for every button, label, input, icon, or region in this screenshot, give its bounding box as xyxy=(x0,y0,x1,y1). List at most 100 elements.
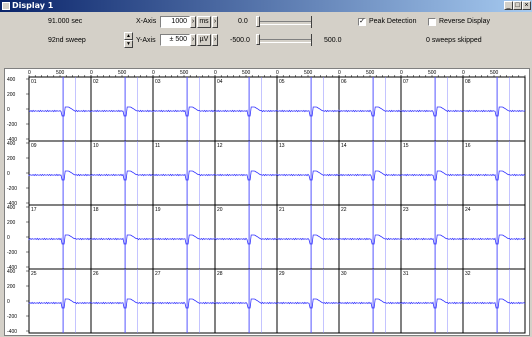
waveform-trace xyxy=(28,170,92,181)
channel-label: 31 xyxy=(403,271,409,277)
channel-cell[interactable] xyxy=(214,76,278,142)
channel-label: 30 xyxy=(341,271,347,277)
channel-cell[interactable] xyxy=(214,268,278,334)
channel-label: 27 xyxy=(155,271,161,277)
channel-cell[interactable] xyxy=(28,204,92,270)
y-axis-spinner[interactable]: ▲ ▼ xyxy=(124,32,133,48)
y-axis-unit-arrow[interactable]: › xyxy=(212,34,218,46)
y-tick-label: 0 xyxy=(7,299,10,305)
y-tick-label: -400 xyxy=(7,201,17,207)
minimize-button[interactable]: _ xyxy=(504,1,513,10)
channel-label: 19 xyxy=(155,207,161,213)
channel-label: 04 xyxy=(217,79,223,85)
x-axis-unit-button[interactable]: ms xyxy=(197,16,211,28)
y-tick-label: 200 xyxy=(7,284,16,290)
channel-cell[interactable] xyxy=(152,76,216,142)
y-tick-label: 0 xyxy=(7,171,10,177)
channel-cell[interactable] xyxy=(90,76,154,142)
channel-cell[interactable] xyxy=(276,76,340,142)
channel-cell[interactable] xyxy=(462,268,526,334)
x-axis-label: X-Axis xyxy=(136,18,157,25)
waveform-trace xyxy=(152,234,216,245)
waveform-trace xyxy=(28,298,92,309)
slider-thumb[interactable] xyxy=(256,34,260,45)
y-tick-label: 400 xyxy=(7,205,16,211)
reverse-display-label: Reverse Display xyxy=(439,18,490,25)
maximize-button[interactable]: □ xyxy=(513,1,522,10)
channel-cell[interactable] xyxy=(152,268,216,334)
y-tick-label: -200 xyxy=(7,186,17,192)
channel-label: 21 xyxy=(279,207,285,213)
channel-cell[interactable] xyxy=(462,140,526,206)
channel-cell[interactable] xyxy=(90,204,154,270)
channel-cell[interactable] xyxy=(400,76,464,142)
channel-label: 29 xyxy=(279,271,285,277)
channel-cell[interactable] xyxy=(462,204,526,270)
y-tick-label: -400 xyxy=(7,137,17,143)
y-axis-unit-button[interactable]: µV xyxy=(197,34,211,46)
x-tick-label: 500 xyxy=(304,70,313,76)
channel-label: 03 xyxy=(155,79,161,85)
waveform-trace xyxy=(276,298,340,309)
channel-cell[interactable] xyxy=(152,140,216,206)
waveform-trace xyxy=(400,298,464,309)
range-slider[interactable] xyxy=(256,34,312,46)
y-axis-dropdown-arrow[interactable]: › xyxy=(190,34,196,46)
offset-value: 0.0 xyxy=(238,18,248,25)
x-tick-label: 0 xyxy=(214,70,217,76)
channel-cell[interactable] xyxy=(214,140,278,206)
channel-cell[interactable] xyxy=(462,76,526,142)
x-tick-label: 500 xyxy=(366,70,375,76)
offset-slider[interactable] xyxy=(256,16,312,28)
spin-down-icon[interactable]: ▼ xyxy=(124,40,133,48)
channel-label: 09 xyxy=(31,143,37,149)
peak-detection-label: Peak Detection xyxy=(369,18,417,25)
channel-label: 23 xyxy=(403,207,409,213)
waveform-trace xyxy=(28,106,92,117)
waveform-trace xyxy=(338,234,402,245)
channel-cell[interactable] xyxy=(400,268,464,334)
waveform-trace xyxy=(152,298,216,309)
waveform-trace xyxy=(400,106,464,117)
channel-cell[interactable] xyxy=(28,140,92,206)
channel-cell[interactable] xyxy=(90,140,154,206)
channel-grid: 0 500 0 500 0 500 0 500 0 500 0 500 0 500 0 5004002000-… xyxy=(7,70,526,335)
x-axis-unit-arrow[interactable]: › xyxy=(212,16,218,28)
x-axis-value-field[interactable]: 1000 xyxy=(160,16,190,28)
spin-up-icon[interactable]: ▲ xyxy=(124,32,133,40)
waveform-trace xyxy=(462,234,526,245)
y-axis-value-field[interactable]: ± 500 xyxy=(160,34,190,46)
y-tick-label: 200 xyxy=(7,156,16,162)
peak-detection-checkbox[interactable]: ✓ xyxy=(358,18,366,26)
channel-cell[interactable] xyxy=(338,140,402,206)
channel-cell[interactable] xyxy=(338,76,402,142)
channel-cell[interactable] xyxy=(28,268,92,334)
channel-cell[interactable] xyxy=(276,204,340,270)
channel-cell[interactable] xyxy=(338,268,402,334)
channel-cell[interactable] xyxy=(152,204,216,270)
channel-cell[interactable] xyxy=(28,76,92,142)
channel-cell[interactable] xyxy=(276,140,340,206)
channel-label: 10 xyxy=(93,143,99,149)
reverse-display-checkbox[interactable] xyxy=(428,18,436,26)
close-button[interactable]: × xyxy=(522,1,531,10)
waveform-trace xyxy=(28,234,92,245)
y-tick-label: 200 xyxy=(7,92,16,98)
waveform-trace xyxy=(400,234,464,245)
x-tick-label: 500 xyxy=(180,70,189,76)
waveform-trace xyxy=(152,170,216,181)
channel-label: 07 xyxy=(403,79,409,85)
x-axis-dropdown-arrow[interactable]: › xyxy=(190,16,196,28)
channel-cell[interactable] xyxy=(214,204,278,270)
channel-cell[interactable] xyxy=(400,140,464,206)
channel-cell[interactable] xyxy=(276,268,340,334)
sweeps-skipped: 0 sweeps skipped xyxy=(426,37,482,44)
waveform-trace xyxy=(90,234,154,245)
channel-cell[interactable] xyxy=(90,268,154,334)
channel-cell[interactable] xyxy=(338,204,402,270)
title-bar: Display 1 _ □ × xyxy=(0,0,532,12)
slider-thumb[interactable] xyxy=(256,16,260,27)
channel-cell[interactable] xyxy=(400,204,464,270)
waveform-trace xyxy=(462,106,526,117)
channel-label: 24 xyxy=(465,207,471,213)
